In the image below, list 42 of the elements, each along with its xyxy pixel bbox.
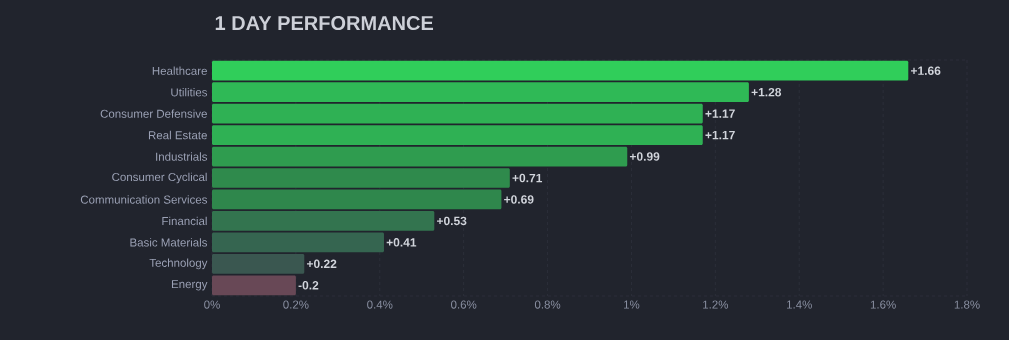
data-label: +1.28 bbox=[751, 87, 782, 97]
bar bbox=[212, 146, 628, 167]
x-tick-label: 1.8% bbox=[954, 300, 980, 309]
data-label: +0.71 bbox=[512, 173, 543, 183]
data-label: +0.22 bbox=[306, 259, 337, 269]
data-label: +1.66 bbox=[910, 66, 941, 75]
x-tick-label: 0% bbox=[204, 300, 220, 309]
x-tick-label: 0.6% bbox=[451, 300, 477, 309]
y-tick-label: Real Estate bbox=[148, 130, 207, 140]
data-label: +0.41 bbox=[386, 238, 417, 247]
bar bbox=[212, 232, 384, 253]
y-tick-label: Energy bbox=[171, 280, 208, 291]
bar bbox=[212, 275, 296, 296]
bar bbox=[212, 253, 305, 274]
data-label: +0.69 bbox=[504, 195, 534, 204]
x-tick-label: 1.6% bbox=[870, 300, 896, 309]
x-tick-label: 0.8% bbox=[534, 300, 561, 309]
x-tick-label: 0.2% bbox=[283, 300, 309, 309]
bar bbox=[212, 168, 510, 188]
y-tick-label: Consumer Defensive bbox=[100, 109, 207, 118]
y-tick-label: Utilities bbox=[171, 87, 208, 97]
data-label: +0.99 bbox=[629, 152, 660, 161]
data-label: +1.17 bbox=[705, 109, 735, 118]
bar bbox=[212, 189, 502, 210]
y-tick-label: Industrials bbox=[156, 152, 208, 161]
y-tick-label: Financial bbox=[162, 216, 207, 226]
data-label: +1.17 bbox=[705, 130, 735, 140]
y-tick-label: Healthcare bbox=[152, 66, 207, 75]
x-tick-label: 1.4% bbox=[787, 300, 812, 309]
y-tick-label: Technology bbox=[149, 258, 208, 270]
y-tick-label: Basic Materials bbox=[130, 238, 208, 247]
y-tick-label: Consumer Cyclical bbox=[112, 172, 207, 184]
chart-title: 1 DAY PERFORMANCE bbox=[215, 15, 434, 31]
data-label: -0.2 bbox=[298, 281, 319, 290]
y-tick-label: Communication Services bbox=[80, 195, 208, 204]
data-label: +0.53 bbox=[437, 216, 467, 226]
bar bbox=[212, 82, 749, 103]
x-tick-label: 1.2% bbox=[703, 300, 729, 309]
bar bbox=[212, 211, 435, 231]
x-tick-label: 1% bbox=[624, 300, 640, 309]
x-tick-label: 0.4% bbox=[367, 300, 393, 309]
bar bbox=[212, 60, 909, 81]
